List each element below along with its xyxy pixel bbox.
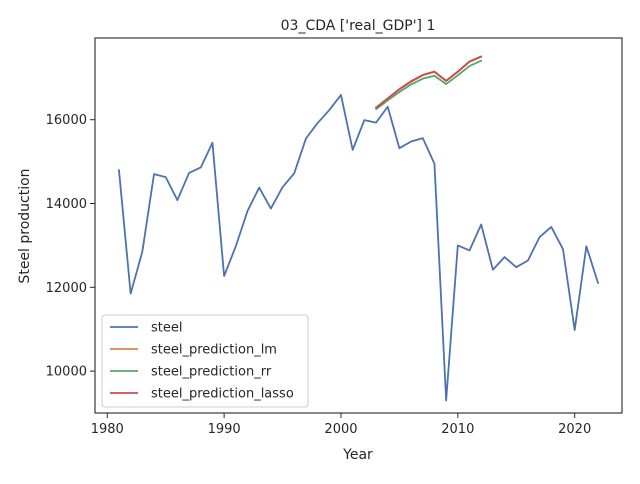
plot-lines <box>118 55 599 402</box>
y-axis-label: Steel production <box>17 168 33 283</box>
x-tick-label: 2020 <box>558 422 591 437</box>
legend-label: steel <box>151 321 182 336</box>
y-tick-label: 16000 <box>46 113 87 128</box>
x-tick-label: 1980 <box>91 422 124 437</box>
y-tick-label: 10000 <box>46 365 87 380</box>
legend-box <box>101 314 309 408</box>
y-tick-label: 14000 <box>46 197 87 212</box>
legend-label: steel_prediction_rr <box>151 365 272 380</box>
series-line-steel-prediction-rr <box>375 59 483 111</box>
y-tick-label: 12000 <box>46 281 87 296</box>
series-line-steel-prediction-lasso <box>375 55 483 109</box>
chart-title: 03_CDA ['real_GDP'] 1 <box>281 18 436 34</box>
series-line-steel <box>118 94 599 402</box>
x-axis: 1980 1990 2000 2010 2020 <box>91 413 591 437</box>
x-tick-label: 2010 <box>441 422 474 437</box>
legend-label: steel_prediction_lasso <box>151 387 294 402</box>
legend: steel steel_prediction_lm steel_prediction… <box>101 314 309 408</box>
x-tick-label: 1990 <box>208 422 241 437</box>
y-axis: 10000 12000 14000 16000 <box>46 113 95 380</box>
plot-frame <box>94 37 623 414</box>
x-axis-label: Year <box>342 447 373 463</box>
legend-label: steel_prediction_lm <box>151 343 277 358</box>
x-tick-label: 2000 <box>324 422 357 437</box>
